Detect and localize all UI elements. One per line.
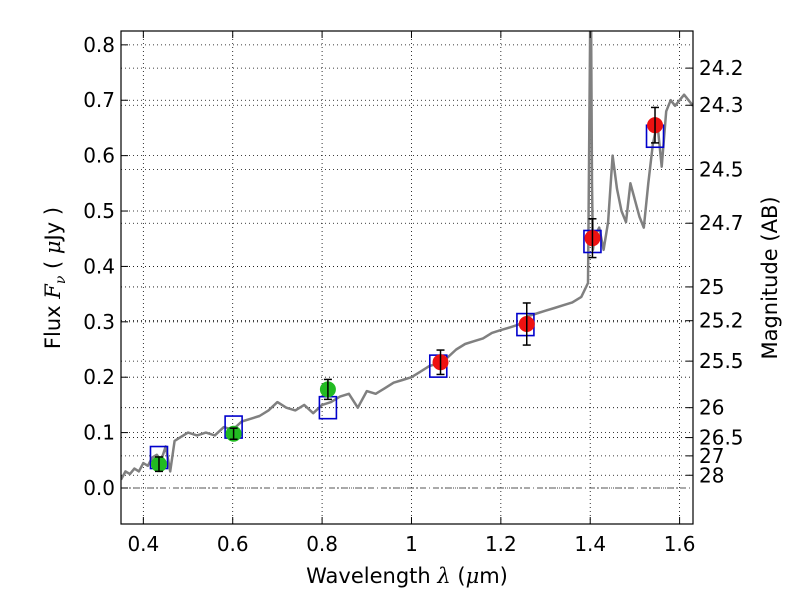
ticks: 0.4 0.6 0.8 1 1.2 1.4 1.6 0.0 0.1 0.2 0.3 0.4 0.5 0.6… (83, 31, 744, 556)
y-tick-label: 0.7 (83, 88, 115, 112)
y2-axis-label: Magnitude (AB) (758, 196, 782, 359)
magnitude-tick-label: 27 (699, 444, 724, 468)
x-tick-label: 1 (405, 532, 418, 556)
plot-frame (120, 30, 694, 525)
y-tick-label: 0.6 (83, 144, 115, 168)
x-tick-label: 0.6 (217, 532, 249, 556)
magnitude-tick-label: 26 (699, 396, 724, 420)
y-tick-label: 0.4 (83, 254, 115, 278)
magnitude-tick-label: 24.2 (699, 56, 744, 80)
x-axis-label: Wavelength λ (μm) (306, 564, 508, 588)
x-tick-label: 0.4 (127, 532, 159, 556)
marker-layer (149, 106, 665, 473)
magnitude-tick-label: 26.5 (699, 426, 744, 450)
x-tick-label: 1.4 (574, 532, 606, 556)
y-tick-label: 0.5 (83, 199, 115, 223)
y-tick-label: 0.2 (83, 365, 115, 389)
y-axis-label: Flux Fν ( μJy ) (41, 207, 69, 349)
magnitude-tick-label: 24.5 (699, 157, 744, 181)
magnitude-tick-label: 25 (699, 275, 724, 299)
magnitude-tick-label: 25.2 (699, 309, 744, 333)
magnitude-tick-label: 25.5 (699, 349, 744, 373)
y-tick-label: 0.3 (83, 310, 115, 334)
plot-area (121, 31, 693, 524)
magnitude-tick-label: 28 (699, 463, 724, 487)
y-tick-label: 0.8 (83, 33, 115, 57)
x-tick-label: 1.2 (485, 532, 517, 556)
x-tick-label: 0.8 (306, 532, 338, 556)
magnitude-tick-label: 24.7 (699, 211, 744, 235)
x-tick-label: 1.6 (664, 532, 696, 556)
grid (121, 31, 693, 524)
y-tick-label: 0.1 (83, 421, 115, 445)
y-tick-label: 0.0 (83, 476, 115, 500)
magnitude-tick-label: 24.3 (699, 93, 744, 117)
